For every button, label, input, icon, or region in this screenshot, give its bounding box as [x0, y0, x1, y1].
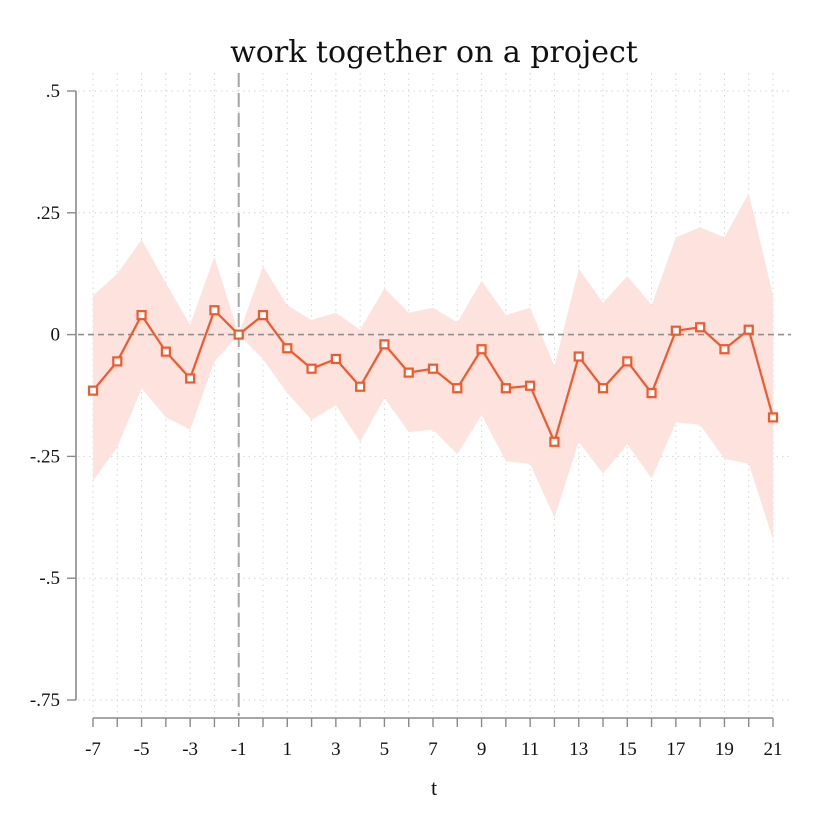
data-point-marker — [500, 383, 511, 394]
x-tick-label: 1 — [283, 739, 293, 760]
data-point-marker — [767, 412, 779, 423]
data-point-marker — [452, 383, 463, 394]
x-tick-label: 5 — [380, 739, 390, 760]
data-point-marker — [160, 346, 171, 357]
series — [87, 305, 779, 447]
data-point-marker — [136, 310, 147, 321]
data-point-marker — [525, 380, 536, 391]
data-point-marker — [306, 363, 317, 374]
data-point-marker — [646, 387, 657, 399]
data-point-marker — [743, 324, 754, 335]
x-tick-label: 17 — [666, 739, 685, 760]
data-point-marker — [695, 322, 706, 333]
x-axis-label: t — [431, 775, 437, 800]
data-point-marker — [87, 385, 99, 396]
x-tick-label: -7 — [85, 739, 101, 760]
data-point-marker — [379, 339, 390, 350]
y-tick-label: 0 — [51, 325, 61, 346]
data-point-marker — [476, 344, 487, 355]
data-point-marker — [282, 343, 293, 354]
data-point-marker — [330, 353, 341, 365]
data-point-marker — [112, 356, 123, 367]
data-point-marker — [355, 381, 366, 392]
y-tick-label: .5 — [46, 81, 60, 102]
y-tick-label: -.25 — [30, 446, 60, 467]
data-point-marker — [622, 356, 633, 367]
x-tick-label: 7 — [428, 739, 438, 760]
grid — [78, 73, 791, 716]
data-point-marker — [233, 329, 244, 340]
x-tick-label: 21 — [764, 739, 783, 760]
y-tick-label: -.75 — [30, 690, 60, 711]
x-tick-label: -5 — [134, 739, 150, 760]
x-tick-label: 15 — [618, 739, 637, 760]
data-point-marker — [427, 363, 439, 374]
data-point-marker — [549, 436, 560, 447]
data-point-marker — [670, 325, 681, 336]
data-point-marker — [573, 351, 584, 362]
data-point-marker — [719, 344, 730, 355]
axes: .5.250-.25-.5-.75-7 -5 -3 -1 1 3 5 7 9 11 13 15 17 19… — [30, 81, 783, 760]
y-tick-label: -.5 — [39, 568, 60, 589]
data-point-marker — [403, 367, 414, 378]
x-tick-label: 9 — [477, 739, 487, 760]
data-point-marker — [257, 310, 269, 321]
x-tick-label: 3 — [331, 739, 341, 760]
y-tick-label: .25 — [36, 203, 60, 224]
x-tick-label: -3 — [182, 739, 198, 760]
data-point-marker — [209, 305, 220, 316]
x-tick-label: 19 — [715, 739, 734, 760]
x-tick-label: 11 — [521, 739, 539, 760]
data-point-marker — [597, 383, 609, 394]
x-tick-label: -1 — [231, 739, 247, 760]
x-tick-label: 13 — [569, 739, 588, 760]
data-point-marker — [185, 373, 196, 384]
chart-title: work together on a project — [230, 35, 638, 70]
